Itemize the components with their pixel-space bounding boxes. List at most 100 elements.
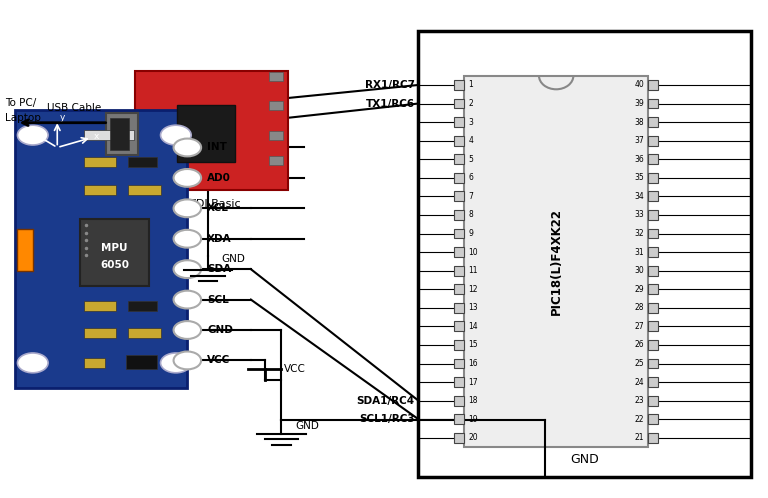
Text: RX1/RC7: RX1/RC7 bbox=[365, 80, 415, 90]
Bar bbox=[455, 99, 465, 109]
Text: PIC18(L)F4XK22: PIC18(L)F4XK22 bbox=[550, 208, 563, 315]
Bar bbox=[128, 185, 161, 195]
Bar bbox=[648, 377, 658, 387]
Bar bbox=[455, 173, 465, 183]
Text: 1: 1 bbox=[468, 81, 473, 90]
Bar bbox=[648, 340, 658, 350]
Bar bbox=[270, 131, 283, 140]
Bar bbox=[270, 102, 283, 111]
Text: 38: 38 bbox=[634, 118, 644, 126]
Bar bbox=[648, 303, 658, 313]
Circle shape bbox=[18, 125, 48, 145]
Text: INT: INT bbox=[207, 142, 227, 152]
Text: 9: 9 bbox=[468, 229, 473, 238]
Text: 6050: 6050 bbox=[100, 260, 129, 270]
Text: 24: 24 bbox=[634, 377, 644, 386]
Bar bbox=[135, 71, 288, 190]
Bar bbox=[455, 303, 465, 313]
Circle shape bbox=[174, 291, 201, 308]
Text: 33: 33 bbox=[634, 211, 644, 220]
Bar bbox=[455, 247, 465, 257]
Text: SCL: SCL bbox=[207, 295, 229, 305]
Text: 10: 10 bbox=[468, 248, 478, 256]
Bar bbox=[648, 229, 658, 239]
Bar bbox=[80, 219, 149, 286]
Text: Laptop: Laptop bbox=[5, 113, 41, 123]
Bar bbox=[648, 284, 658, 294]
Bar bbox=[455, 359, 465, 369]
Text: GND: GND bbox=[207, 325, 233, 335]
Bar bbox=[84, 328, 116, 338]
Bar bbox=[270, 72, 283, 81]
Bar bbox=[419, 31, 751, 477]
Text: 13: 13 bbox=[468, 303, 478, 312]
Text: 14: 14 bbox=[468, 322, 478, 331]
Bar bbox=[648, 173, 658, 183]
Text: GND: GND bbox=[295, 421, 319, 431]
Bar bbox=[455, 340, 465, 350]
Text: 22: 22 bbox=[634, 415, 644, 424]
Text: SDA: SDA bbox=[207, 264, 231, 274]
Circle shape bbox=[174, 321, 201, 339]
Circle shape bbox=[18, 353, 48, 373]
Text: 3: 3 bbox=[468, 118, 473, 126]
Text: 20: 20 bbox=[468, 433, 478, 442]
Text: 39: 39 bbox=[634, 99, 644, 108]
Text: 23: 23 bbox=[634, 396, 644, 405]
Text: VCC: VCC bbox=[207, 356, 230, 366]
Text: 30: 30 bbox=[634, 266, 644, 275]
Text: 5: 5 bbox=[468, 155, 473, 164]
Bar bbox=[455, 191, 465, 201]
Text: XCL: XCL bbox=[207, 203, 229, 213]
Bar bbox=[455, 210, 465, 220]
Text: SCL1/RC3: SCL1/RC3 bbox=[359, 414, 415, 424]
Bar bbox=[648, 80, 658, 90]
Bar bbox=[648, 136, 658, 145]
Text: x: x bbox=[94, 132, 99, 141]
Bar bbox=[648, 359, 658, 369]
Text: 2: 2 bbox=[468, 99, 473, 108]
Text: SDA1/RC4: SDA1/RC4 bbox=[356, 396, 415, 406]
Bar bbox=[648, 396, 658, 405]
Bar bbox=[84, 358, 105, 368]
Circle shape bbox=[174, 230, 201, 248]
Text: 35: 35 bbox=[634, 173, 644, 182]
Text: 36: 36 bbox=[634, 155, 644, 164]
Bar bbox=[455, 80, 465, 90]
Circle shape bbox=[174, 260, 201, 278]
Bar bbox=[455, 414, 465, 424]
Bar bbox=[455, 229, 465, 239]
Bar bbox=[455, 284, 465, 294]
Text: 6: 6 bbox=[468, 173, 473, 182]
Text: 15: 15 bbox=[468, 341, 478, 350]
Bar bbox=[648, 191, 658, 201]
Text: MPU: MPU bbox=[101, 243, 128, 253]
Bar bbox=[106, 113, 138, 155]
Bar bbox=[128, 301, 157, 311]
Text: y: y bbox=[60, 113, 65, 123]
Circle shape bbox=[174, 352, 201, 370]
Text: 7: 7 bbox=[468, 192, 473, 201]
Bar bbox=[455, 266, 465, 275]
Bar bbox=[455, 136, 465, 145]
Bar bbox=[84, 157, 116, 167]
Text: 37: 37 bbox=[634, 136, 644, 145]
Text: FTDI Basic: FTDI Basic bbox=[183, 200, 240, 210]
Text: 11: 11 bbox=[468, 266, 478, 275]
Circle shape bbox=[161, 125, 191, 145]
Bar bbox=[84, 185, 116, 195]
Bar bbox=[648, 117, 658, 127]
Text: XDA: XDA bbox=[207, 234, 232, 244]
Bar bbox=[84, 301, 116, 311]
Text: 26: 26 bbox=[634, 341, 644, 350]
Text: 31: 31 bbox=[634, 248, 644, 256]
Text: AD0: AD0 bbox=[207, 173, 231, 183]
Text: 18: 18 bbox=[468, 396, 478, 405]
Bar bbox=[455, 433, 465, 443]
Text: To PC/: To PC/ bbox=[5, 98, 36, 108]
Bar bbox=[648, 154, 658, 164]
Bar bbox=[465, 76, 648, 447]
Bar bbox=[455, 396, 465, 405]
Bar bbox=[110, 118, 129, 150]
Bar bbox=[648, 321, 658, 331]
